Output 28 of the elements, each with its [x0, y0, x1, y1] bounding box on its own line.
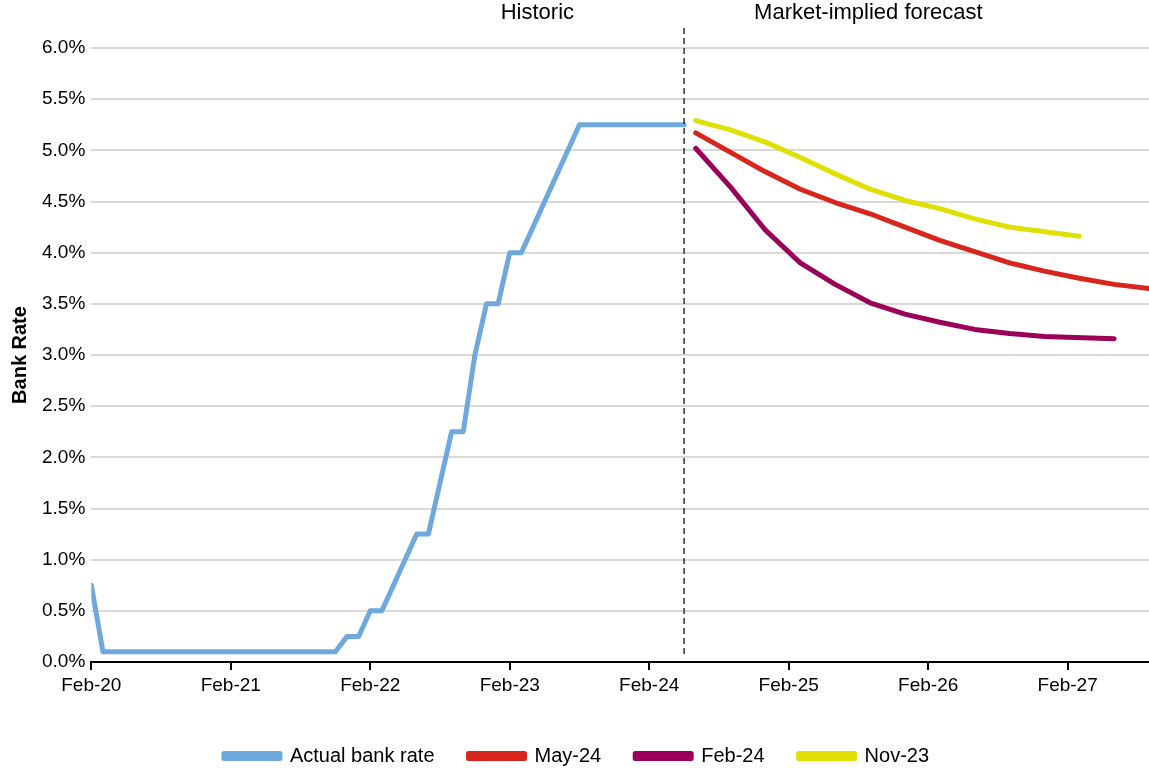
y-tick-label: 2.0%	[41, 445, 86, 467]
y-tick-label: 3.5%	[41, 292, 86, 314]
legend-label: May-24	[534, 743, 602, 766]
y-tick-label: 5.5%	[41, 87, 86, 109]
y-tick-label: 1.5%	[41, 496, 86, 518]
x-tick-label: Feb-23	[479, 673, 540, 695]
x-tick-label: Feb-21	[200, 673, 261, 695]
legend-label: Actual bank rate	[289, 743, 435, 766]
y-tick-label: 4.0%	[41, 240, 86, 262]
x-tick-label: Feb-26	[898, 673, 959, 695]
x-tick-label: Feb-24	[619, 673, 680, 695]
x-tick-label: Feb-20	[61, 673, 122, 695]
legend-label: Nov-23	[864, 743, 930, 766]
text: Historic	[500, 0, 575, 25]
y-tick-label: 3.0%	[41, 343, 86, 365]
y-tick-label: 0.0%	[41, 650, 86, 672]
x-tick-label: Feb-25	[758, 673, 819, 695]
y-tick-label: 2.5%	[41, 394, 86, 416]
x-tick-label: Feb-22	[340, 673, 401, 695]
x-tick-label: Feb-27	[1037, 673, 1098, 695]
y-tick-label: 4.5%	[41, 189, 86, 211]
y-tick-label: 5.0%	[41, 138, 86, 160]
text: Market-implied forecast	[754, 0, 983, 25]
y-tick-label: 0.5%	[41, 599, 86, 621]
y-axis-title: Bank Rate	[7, 306, 30, 404]
legend-label: Feb-24	[701, 743, 765, 766]
y-tick-label: 1.0%	[41, 547, 86, 569]
y-tick-label: 6.0%	[41, 36, 86, 58]
